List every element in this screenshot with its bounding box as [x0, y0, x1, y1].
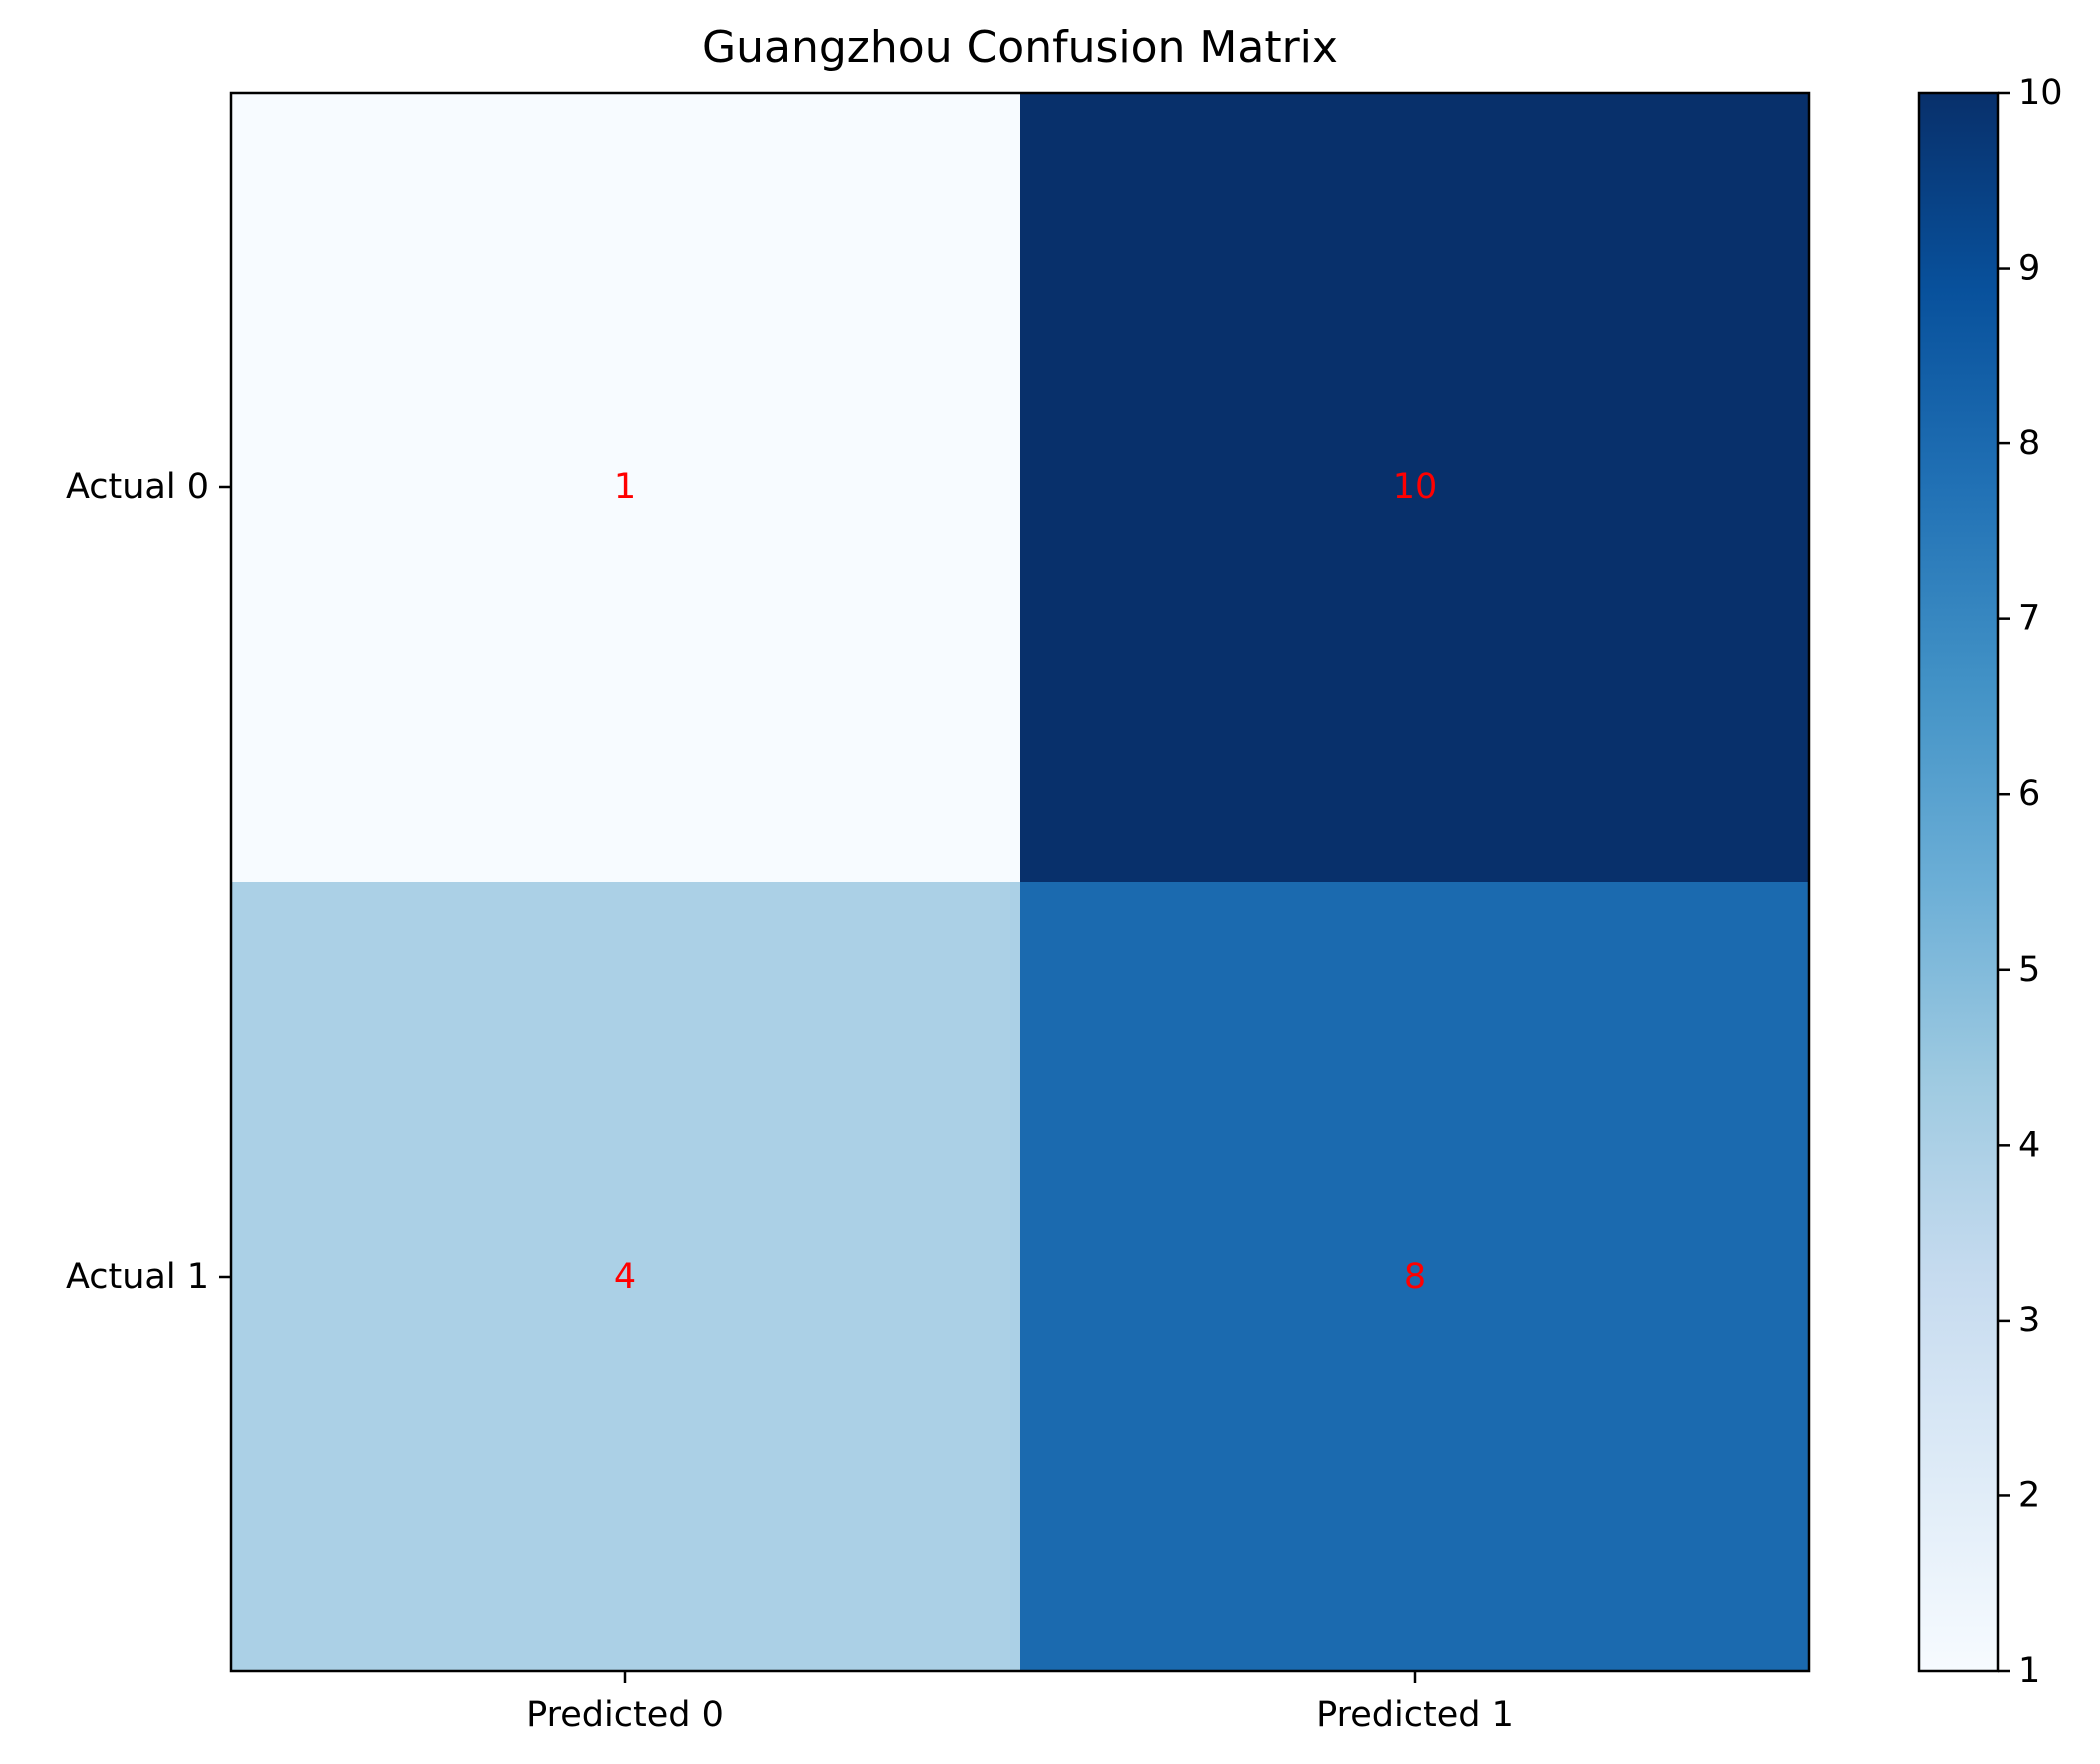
- heatmap-cell: [1020, 882, 1810, 1672]
- x-tick-label: Predicted 1: [1316, 1695, 1514, 1735]
- heatmap-cell-labels: 1 10 4 8: [614, 467, 1437, 1297]
- colorbar-tick-label: 2: [2018, 1475, 2040, 1515]
- cell-value-label: 4: [614, 1257, 636, 1297]
- heatmap-cell: [1020, 93, 1810, 883]
- heatmap-cell: [231, 882, 1021, 1672]
- colorbar-frame: [1917, 91, 2000, 1673]
- colorbar-tick-label: 6: [2018, 774, 2040, 814]
- colorbar-tick-label: 5: [2018, 950, 2040, 990]
- colorbar-tick-label: 1: [2018, 1651, 2040, 1691]
- colorbar: [1919, 93, 1998, 1671]
- cell-value-label: 8: [1404, 1257, 1426, 1297]
- colorbar-tick-label: 10: [2018, 73, 2063, 113]
- colorbar-axis: 1 2 3 4 5 6 7 8 9 10: [1998, 73, 2063, 1691]
- plot-frame: [229, 91, 1811, 1673]
- chart-title: Guangzhou Confusion Matrix: [702, 22, 1338, 73]
- x-tick-label: Predicted 0: [526, 1695, 724, 1735]
- colorbar-tick-label: 4: [2018, 1125, 2040, 1165]
- y-axis: Actual 0 Actual 1: [66, 467, 231, 1297]
- cell-value-label: 10: [1393, 467, 1438, 507]
- y-tick-label: Actual 0: [66, 467, 209, 507]
- x-axis: Predicted 0 Predicted 1: [526, 1671, 1514, 1735]
- colorbar-tick-label: 9: [2018, 249, 2040, 289]
- y-tick-label: Actual 1: [66, 1257, 209, 1297]
- heatmap-cell: [231, 93, 1021, 883]
- cell-value-label: 1: [614, 467, 636, 507]
- colorbar-tick-label: 3: [2018, 1301, 2040, 1340]
- colorbar-tick-label: 8: [2018, 424, 2040, 463]
- heatmap-cells: [231, 93, 1810, 1672]
- colorbar-tick-label: 7: [2018, 599, 2040, 639]
